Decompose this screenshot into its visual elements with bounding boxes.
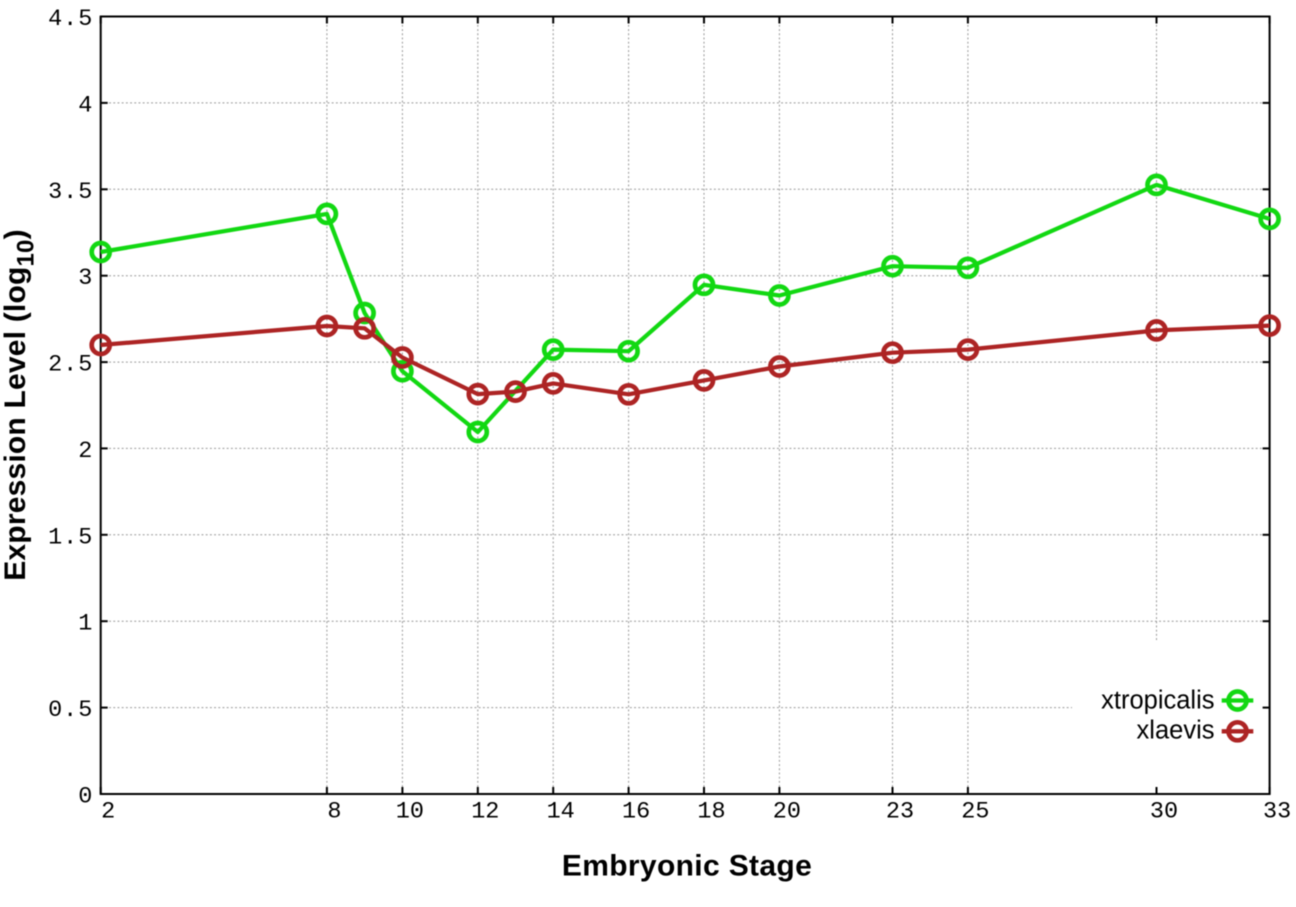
svg-text:20: 20	[773, 798, 801, 825]
svg-text:18: 18	[697, 798, 725, 825]
svg-text:xlaevis: xlaevis	[1137, 717, 1215, 745]
svg-text:0.5: 0.5	[48, 697, 93, 724]
svg-text:Embryonic Stage: Embryonic Stage	[562, 850, 812, 883]
svg-text:8: 8	[327, 798, 341, 825]
svg-text:2.5: 2.5	[48, 352, 93, 379]
svg-text:2: 2	[101, 798, 115, 825]
svg-text:23: 23	[886, 798, 914, 825]
svg-text:0: 0	[78, 784, 93, 811]
svg-text:10: 10	[396, 798, 424, 825]
svg-text:xtropicalis: xtropicalis	[1101, 687, 1214, 715]
svg-text:30: 30	[1150, 798, 1178, 825]
svg-text:3: 3	[78, 265, 93, 292]
svg-text:14: 14	[547, 798, 575, 825]
svg-text:12: 12	[471, 798, 499, 825]
svg-text:2: 2	[78, 438, 93, 465]
svg-text:1.5: 1.5	[48, 524, 93, 551]
svg-text:1: 1	[78, 611, 93, 638]
svg-text:4.5: 4.5	[48, 6, 93, 33]
svg-text:4: 4	[78, 92, 93, 119]
svg-text:25: 25	[961, 798, 989, 825]
svg-text:33: 33	[1263, 798, 1291, 825]
svg-text:16: 16	[622, 798, 650, 825]
svg-text:3.5: 3.5	[48, 179, 93, 206]
